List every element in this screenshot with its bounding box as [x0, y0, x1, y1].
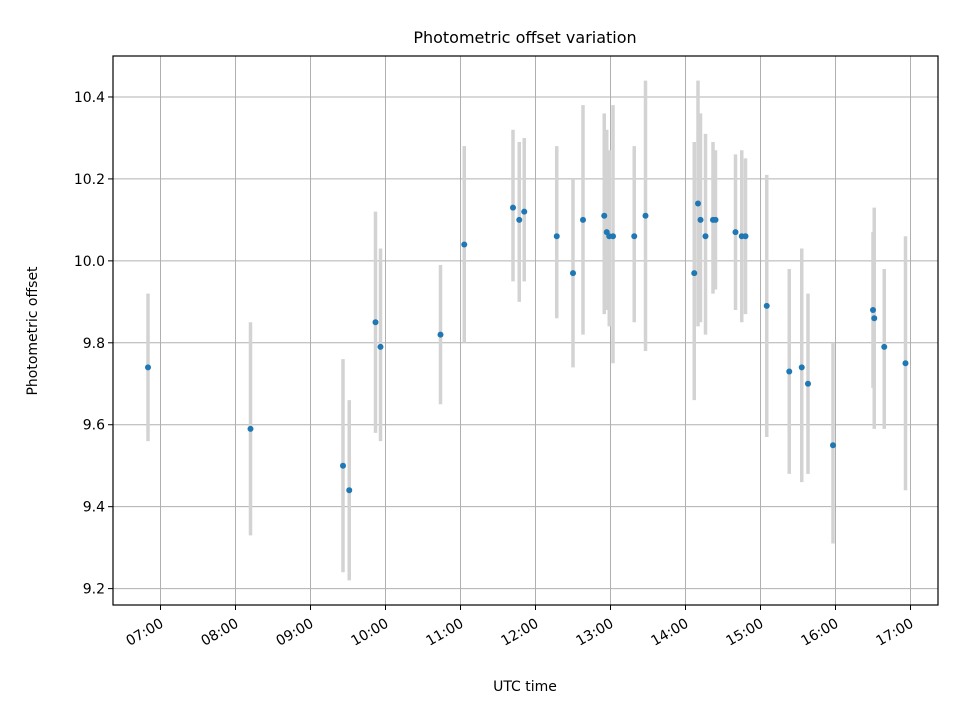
data-point [763, 302, 770, 309]
data-point [346, 487, 353, 494]
data-point [786, 368, 793, 375]
data-point [712, 216, 719, 223]
data-point [510, 204, 516, 211]
data-point [437, 331, 444, 338]
data-point [805, 380, 811, 387]
data-point [570, 270, 576, 277]
data-point [340, 462, 346, 469]
x-axis-label: UTC time [493, 679, 557, 695]
data-point [732, 229, 739, 236]
data-point [553, 233, 560, 240]
data-point [642, 212, 649, 219]
data-point [145, 364, 151, 371]
data-point [902, 360, 909, 367]
data-point [742, 233, 749, 240]
data-point [798, 364, 805, 371]
data-point [870, 307, 876, 314]
chart-title: Photometric offset variation [413, 28, 636, 47]
y-tick-label: 10.4 [74, 90, 105, 106]
data-point [697, 216, 704, 223]
y-tick-label: 9.8 [83, 336, 105, 352]
y-tick-label: 9.2 [83, 582, 105, 598]
data-point [521, 208, 528, 215]
data-point [830, 442, 836, 449]
y-tick-label: 10.0 [74, 254, 105, 270]
data-point [871, 315, 878, 322]
data-point [377, 343, 384, 350]
data-point [580, 216, 586, 223]
data-point [372, 319, 379, 326]
data-point [702, 233, 709, 240]
data-point [461, 241, 468, 248]
y-axis-label: Photometric offset [25, 266, 41, 396]
data-point [695, 200, 701, 207]
data-point [247, 425, 254, 432]
data-point [631, 233, 638, 240]
y-tick-label: 9.6 [83, 418, 105, 434]
y-tick-label: 10.2 [74, 172, 105, 188]
data-point [601, 212, 608, 219]
data-points [145, 200, 909, 494]
plot-frame [112, 55, 939, 606]
y-axis: 9.2 9.4 9.6 9.8 10.0 10.2 10.4 [74, 90, 113, 598]
data-point [516, 216, 523, 223]
data-point [691, 270, 698, 277]
y-tick-label: 9.4 [83, 500, 105, 516]
data-point [881, 343, 888, 350]
data-point [610, 233, 616, 240]
